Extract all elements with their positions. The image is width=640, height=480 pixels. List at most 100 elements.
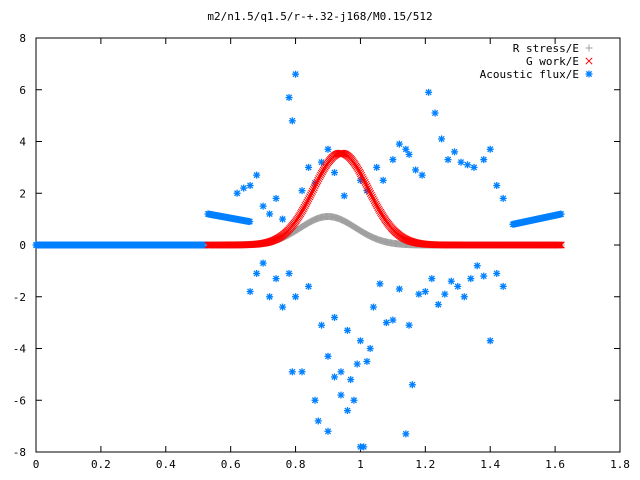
acoustic-flux-point bbox=[273, 275, 280, 282]
g-work-point bbox=[557, 241, 565, 249]
acoustic-flux-point bbox=[344, 327, 351, 334]
acoustic-flux-point bbox=[448, 278, 455, 285]
g-work-point bbox=[307, 189, 316, 197]
acoustic-flux-point bbox=[240, 184, 247, 192]
acoustic-flux-point bbox=[292, 293, 299, 300]
x-tick-label: 1 bbox=[357, 458, 364, 471]
acoustic-flux-point bbox=[444, 156, 452, 163]
acoustic-flux-point bbox=[344, 407, 351, 414]
g-work-point bbox=[315, 175, 323, 183]
acoustic-flux-point bbox=[500, 195, 507, 202]
x-tick-label: 1.2 bbox=[415, 458, 435, 471]
g-work-point bbox=[310, 184, 318, 192]
x-tick-label: 0.6 bbox=[221, 458, 241, 471]
g-work-point bbox=[314, 176, 322, 184]
y-axis: -8 -6 -4 -2 0 2 4 6 8 bbox=[13, 32, 620, 459]
legend-marker bbox=[585, 70, 593, 78]
acoustic-flux-point bbox=[487, 337, 494, 344]
acoustic-flux-point bbox=[273, 195, 280, 202]
g-work-point bbox=[373, 202, 381, 210]
acoustic-flux-point bbox=[464, 161, 471, 168]
acoustic-flux-point bbox=[425, 89, 432, 96]
g-work-point bbox=[317, 171, 325, 179]
g-work-point bbox=[302, 200, 310, 208]
acoustic-flux-point bbox=[247, 182, 254, 189]
acoustic-flux-point bbox=[557, 210, 565, 218]
plot-area: 0 0.2 0.4 0.6 0.8 1 1.2 1.4 1.6 1.8 -8 -6 -4 -2 0 2 4 6 8 bbox=[13, 32, 630, 471]
g-work-point bbox=[359, 175, 367, 183]
acoustic-flux-point bbox=[493, 182, 500, 189]
g-work-point bbox=[555, 241, 564, 249]
acoustic-flux-point bbox=[285, 94, 293, 101]
g-work-point bbox=[362, 180, 370, 188]
acoustic-flux-point bbox=[438, 135, 445, 142]
acoustic-flux-point bbox=[360, 443, 367, 450]
g-work-point bbox=[316, 173, 324, 181]
acoustic-flux-point bbox=[234, 190, 241, 197]
acoustic-flux-point bbox=[311, 397, 319, 404]
acoustic-flux-point bbox=[337, 391, 345, 399]
acoustic-flux-point bbox=[406, 322, 413, 329]
acoustic-flux-point bbox=[292, 71, 299, 78]
series-layer bbox=[32, 70, 565, 451]
chart-title: m2/n1.5/q1.5/r-+.32-j168/M0.15/512 bbox=[207, 10, 432, 23]
acoustic-flux-point bbox=[354, 360, 361, 368]
g-work-point bbox=[303, 198, 311, 206]
g-work-point bbox=[367, 189, 375, 197]
g-work-point bbox=[364, 184, 372, 192]
g-work-point bbox=[312, 180, 320, 188]
acoustic-flux-point bbox=[380, 177, 387, 184]
acoustic-flux-point bbox=[315, 417, 322, 425]
acoustic-flux-point bbox=[298, 368, 306, 375]
acoustic-flux-point bbox=[376, 280, 383, 287]
x-tick-label: 1.8 bbox=[610, 458, 630, 471]
legend-label: R stress/E bbox=[513, 42, 579, 55]
acoustic-flux-point bbox=[480, 156, 487, 163]
acoustic-flux-point bbox=[451, 148, 458, 155]
g-work-point bbox=[300, 203, 308, 211]
g-work-point bbox=[374, 203, 382, 212]
g-work-point bbox=[306, 193, 314, 201]
acoustic-flux-point bbox=[285, 270, 293, 277]
acoustic-flux-point bbox=[435, 301, 442, 308]
g-work-point bbox=[365, 186, 373, 194]
acoustic-flux-point bbox=[454, 283, 461, 290]
x-axis: 0 0.2 0.4 0.6 0.8 1 1.2 1.4 1.6 1.8 bbox=[33, 38, 630, 471]
legend-marker bbox=[585, 57, 593, 65]
acoustic-flux-point bbox=[289, 368, 296, 375]
g-work-point bbox=[304, 196, 312, 204]
acoustic-flux-point bbox=[428, 275, 435, 282]
acoustic-flux-point bbox=[318, 322, 325, 329]
g-work-point bbox=[369, 195, 377, 203]
acoustic-flux-point bbox=[266, 210, 273, 218]
acoustic-flux-point bbox=[402, 146, 409, 153]
acoustic-flux-point bbox=[331, 169, 338, 176]
y-tick-label: -6 bbox=[13, 394, 26, 407]
g-work-point bbox=[556, 241, 564, 249]
acoustic-flux-point bbox=[383, 319, 390, 326]
y-tick-label: 6 bbox=[19, 84, 26, 97]
acoustic-flux-point bbox=[266, 293, 273, 300]
acoustic-flux-point bbox=[260, 203, 267, 210]
acoustic-flux-point bbox=[253, 172, 260, 179]
x-tick-label: 1.6 bbox=[545, 458, 565, 471]
series-g-work bbox=[204, 149, 565, 249]
acoustic-flux-point bbox=[389, 316, 396, 324]
g-work-point bbox=[367, 191, 376, 199]
x-tick-label: 1.4 bbox=[480, 458, 500, 471]
acoustic-flux-point bbox=[474, 262, 481, 269]
acoustic-flux-point bbox=[289, 117, 296, 124]
x-tick-label: 0.2 bbox=[91, 458, 111, 471]
y-tick-label: -2 bbox=[13, 291, 26, 304]
acoustic-flux-point bbox=[318, 159, 325, 166]
acoustic-flux-point bbox=[500, 283, 507, 290]
acoustic-flux-point bbox=[412, 166, 419, 174]
g-work-point bbox=[337, 149, 345, 157]
g-work-point bbox=[358, 173, 366, 181]
acoustic-flux-point bbox=[441, 291, 448, 298]
acoustic-flux-point bbox=[373, 164, 380, 171]
g-work-point bbox=[356, 168, 364, 176]
g-work-point bbox=[357, 171, 366, 179]
g-work-point bbox=[372, 200, 380, 208]
